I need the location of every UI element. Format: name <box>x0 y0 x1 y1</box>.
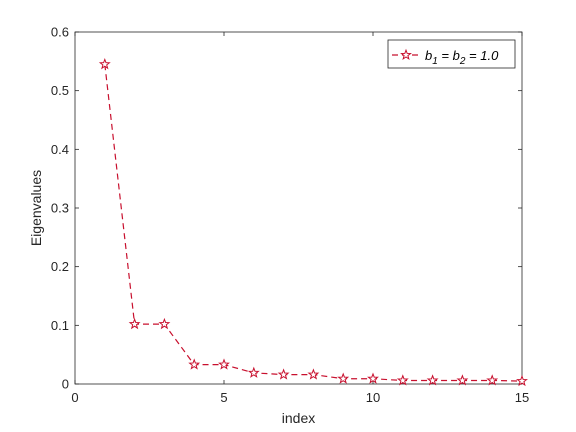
data-point <box>158 317 171 330</box>
data-point <box>396 374 409 386</box>
data-point <box>456 374 469 386</box>
y-tick-label: 0 <box>62 377 69 392</box>
data-point <box>128 317 141 330</box>
x-tick-label: 0 <box>71 390 78 405</box>
y-tick-label: 0.2 <box>51 259 69 274</box>
y-tick-label: 0.4 <box>51 142 69 157</box>
tick-labels: 0 5 10 15 0 0.1 0.2 0.3 0.4 0.5 0.6 <box>51 25 529 406</box>
y-axis-title: Eigenvalues <box>28 170 44 246</box>
data-point <box>188 358 201 370</box>
series-markers <box>98 58 528 387</box>
data-point <box>337 372 350 384</box>
plot-area <box>75 32 522 384</box>
legend-star-marker <box>400 48 412 61</box>
data-point <box>486 374 499 386</box>
x-axis-title: index <box>282 410 315 426</box>
y-tick-label: 0.6 <box>51 25 69 40</box>
data-point <box>218 358 230 370</box>
axes-box <box>74 31 523 385</box>
legend: b1 = b2 = 1.0 <box>387 39 516 69</box>
y-tick-label: 0.5 <box>51 83 69 98</box>
data-point <box>98 58 111 70</box>
data-point <box>277 368 290 380</box>
x-tick-label: 15 <box>515 390 529 405</box>
y-tick-label: 0.3 <box>51 201 69 216</box>
x-tick-label: 5 <box>220 390 227 405</box>
data-point <box>426 374 439 386</box>
legend-part: = 1.0 <box>465 48 499 63</box>
legend-star <box>400 48 412 61</box>
legend-part: b <box>425 48 432 63</box>
legend-label: b1 = b2 = 1.0 <box>425 48 499 67</box>
legend-subscript: 1 <box>432 56 438 67</box>
data-point <box>307 368 320 380</box>
data-point <box>247 366 260 378</box>
data-point <box>516 374 528 387</box>
y-tick-label: 0.1 <box>51 318 69 333</box>
legend-part: = b <box>438 48 460 63</box>
legend-subscript: 2 <box>459 56 466 67</box>
data-point <box>367 372 379 384</box>
x-tick-label: 10 <box>366 390 380 405</box>
